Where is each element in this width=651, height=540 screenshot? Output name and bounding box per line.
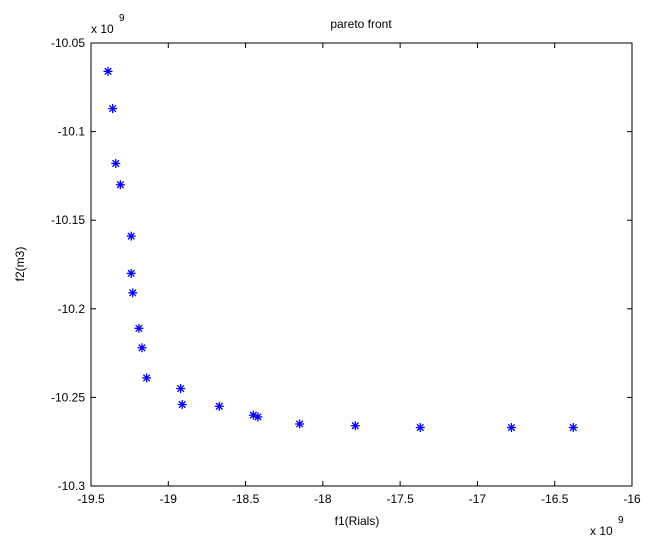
x-multiplier-exponent: 9 [618,515,624,526]
x-tick-label: -19.5 [77,492,105,506]
x-tick-label: -16 [623,492,641,506]
y-multiplier-base: x 10 [91,22,114,36]
data-point [126,231,136,241]
x-tick-label: -17 [469,492,487,506]
data-point [137,343,147,353]
data-point [506,423,516,433]
data-point [253,412,263,422]
y-axis-ticks: -10.05 -10.1 -10.15 -10.2 -10.25 -10.3 [51,36,632,493]
x-tick-label: -17.5 [386,492,414,506]
data-point [134,323,144,333]
y-tick-label: -10.25 [51,390,85,404]
x-multiplier-base: x 10 [590,524,613,538]
y-tick-label: -10.05 [51,36,85,50]
x-axis-multiplier: x 10 9 [590,515,624,538]
data-point [176,384,186,394]
x-axis-label: f1(Rials) [335,514,380,528]
y-axis-multiplier: x 10 9 [91,13,125,36]
plot-area [90,42,633,487]
y-axis-label: f2(m3) [13,247,27,282]
x-tick-label: -16.5 [541,492,569,506]
x-axis-ticks: -19.5 -19 -18.5 -18 -17.5 -17 -16.5 -16 [77,43,641,506]
x-tick-label: -18.5 [232,492,260,506]
y-tick-label: -10.1 [58,125,86,139]
data-points [103,66,578,433]
data-point [350,421,360,431]
data-point [142,373,152,383]
y-tick-label: -10.15 [51,213,85,227]
data-point [568,423,578,433]
data-point [103,66,113,76]
data-point [214,401,224,411]
chart-title: pareto front [330,17,392,31]
y-tick-label: -10.2 [58,302,86,316]
data-point [128,288,138,298]
data-point [108,104,118,114]
y-multiplier-exponent: 9 [119,13,125,24]
data-point [111,158,121,168]
x-tick-label: -18 [314,492,332,506]
data-point [295,419,305,429]
y-tick-label: -10.3 [58,479,86,493]
data-point [415,423,425,433]
x-tick-label: -19 [160,492,178,506]
data-point [177,399,187,409]
data-point [115,180,125,190]
data-point [126,268,136,278]
